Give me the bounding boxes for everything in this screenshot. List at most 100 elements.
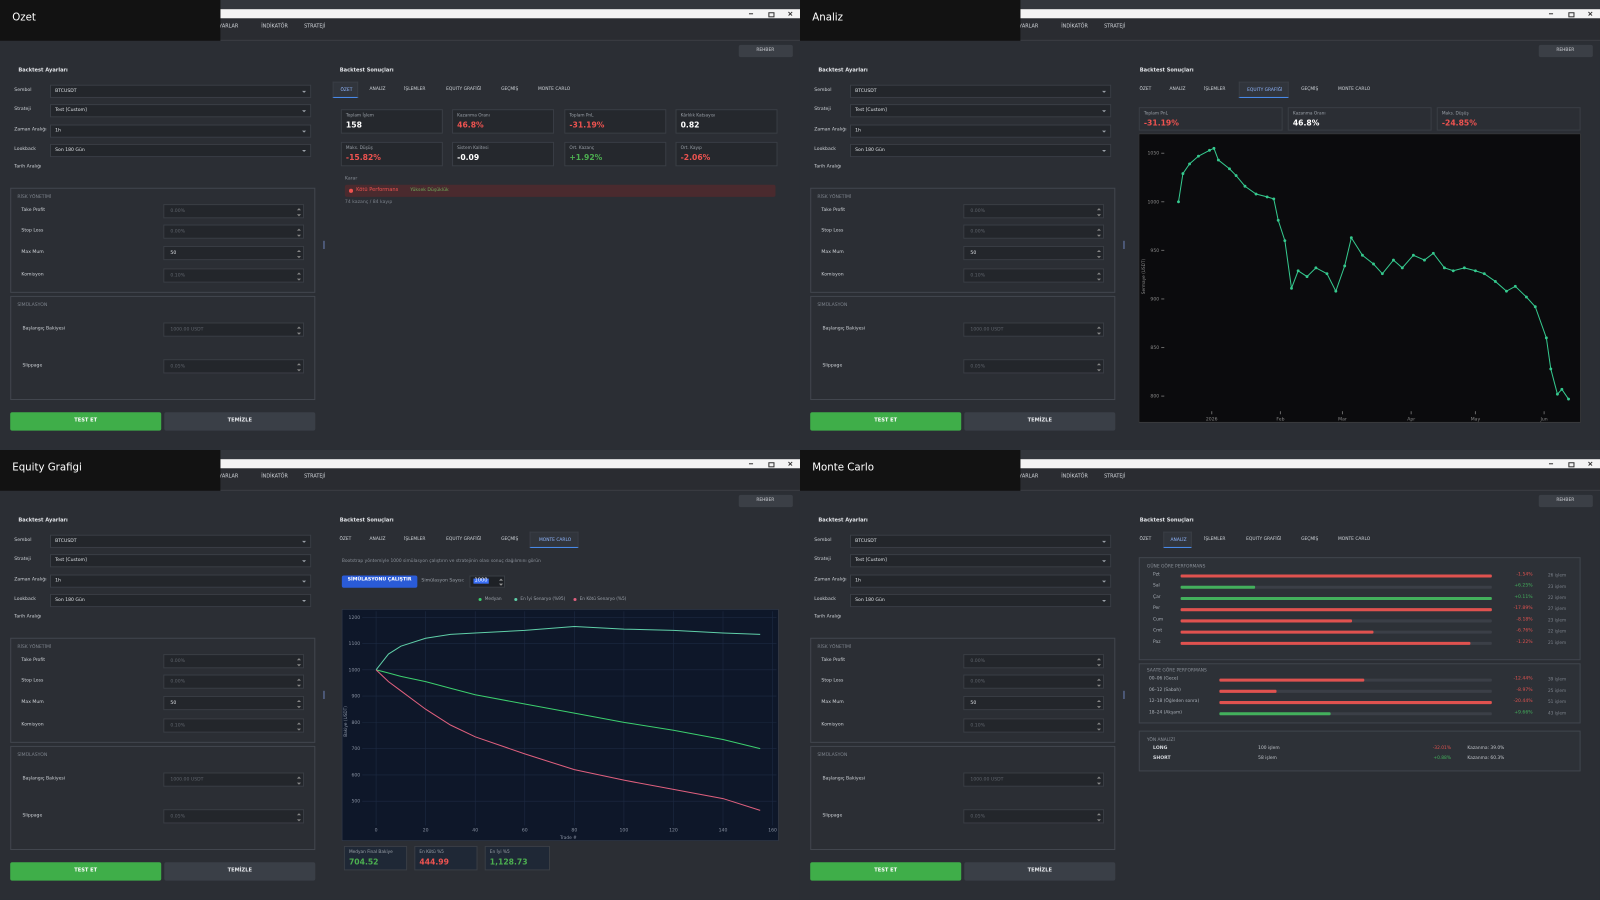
number-field[interactable]: 50 [163, 695, 305, 711]
field-value: 0.00% [170, 229, 185, 235]
result-tab[interactable]: ANALİZ [1163, 82, 1192, 98]
field-label: Tarih Aralığı [814, 163, 842, 169]
equity-point [1305, 275, 1309, 279]
result-tab[interactable]: GEÇMİŞ [1295, 532, 1325, 548]
result-tab[interactable]: MONTE CARLO [530, 82, 579, 98]
guide-button[interactable]: REHBER [738, 494, 793, 508]
result-tab[interactable]: ANALİZ [363, 82, 392, 98]
result-tab[interactable]: İŞLEMLER [397, 532, 433, 548]
select-field[interactable]: Son 180 Gün [849, 143, 1112, 158]
run-simulation-button[interactable]: SİMÜLASYONU ÇALIŞTIR [341, 575, 418, 588]
select-field[interactable]: 1h [849, 124, 1112, 138]
result-tab[interactable]: EQUITY GRAFİĞİ [1239, 532, 1289, 548]
minimize-icon [748, 13, 754, 15]
number-field[interactable]: 0.00% [963, 654, 1105, 669]
select-field[interactable]: Test [Custom] [49, 104, 312, 118]
field-label: Lookback [14, 596, 36, 602]
monte-carlo-chart: 500 600 700 800 900 1000 1100 1200 0 20 40 60 80 100 1… [341, 609, 779, 841]
number-field[interactable]: 0.10% [963, 268, 1105, 283]
test-button[interactable]: TEST ET [10, 862, 162, 881]
result-tab[interactable]: ÖZET [332, 81, 359, 98]
select-field[interactable]: BTCUSDT [49, 534, 312, 548]
result-tab[interactable]: ÖZET [1133, 82, 1159, 98]
guide-button[interactable]: REHBER [1538, 494, 1593, 508]
number-field[interactable]: 1000.00 USDT [963, 772, 1105, 787]
guide-button[interactable]: REHBER [1538, 44, 1593, 58]
result-tab[interactable]: EQUITY GRAFİĞİ [1238, 81, 1289, 98]
test-button[interactable]: TEST ET [810, 412, 962, 431]
test-button[interactable]: TEST ET [10, 412, 162, 431]
section-title: YÖN ANALİZİ [1146, 737, 1175, 743]
tab-label: MONTE CARLO [538, 537, 572, 543]
select-field[interactable]: Son 180 Gün [849, 593, 1112, 608]
clear-button[interactable]: TEMİZLE [164, 412, 316, 431]
number-field[interactable]: 0.05% [163, 809, 305, 824]
app-window: AYARLAR İNDİKATÖR STRATEJİ REHBER Backtest A… [0, 0, 800, 450]
result-tab[interactable]: EQUITY GRAFİĞİ [439, 532, 489, 548]
result-tab[interactable]: ÖZET [333, 532, 359, 548]
select-field[interactable]: Test [Custom] [49, 554, 312, 568]
select-field[interactable]: Son 180 Gün [49, 143, 312, 158]
result-tab[interactable]: ANALİZ [1163, 531, 1192, 548]
select-field[interactable]: BTCUSDT [849, 534, 1112, 548]
clear-button[interactable]: TEMİZLE [964, 862, 1116, 881]
number-field[interactable]: 1000.00 USDT [163, 772, 305, 787]
number-field[interactable]: 0.10% [163, 718, 305, 733]
select-field[interactable]: Test [Custom] [849, 554, 1112, 568]
result-tab[interactable]: ÖZET [1133, 532, 1159, 548]
number-field[interactable]: 0.00% [963, 224, 1105, 239]
number-field[interactable]: 0.05% [963, 809, 1105, 824]
number-field[interactable]: 1000.00 USDT [963, 322, 1105, 337]
number-field[interactable]: 0.00% [163, 674, 305, 689]
select-field[interactable]: BTCUSDT [849, 84, 1112, 98]
number-field[interactable]: 0.00% [163, 654, 305, 669]
number-field[interactable]: 0.10% [163, 268, 305, 283]
number-field[interactable]: 0.10% [963, 718, 1105, 733]
number-field[interactable]: 0.00% [163, 204, 305, 219]
result-tab[interactable]: ANALİZ [363, 532, 392, 548]
equity-point [1181, 172, 1185, 176]
clear-button[interactable]: TEMİZLE [164, 862, 316, 881]
select-field[interactable]: 1h [849, 574, 1112, 588]
select-field[interactable]: Test [Custom] [849, 104, 1112, 118]
test-button[interactable]: TEST ET [810, 862, 962, 881]
result-tab[interactable]: GEÇMİŞ [495, 532, 525, 548]
count-input[interactable]: 1000 [469, 575, 506, 588]
select-field[interactable]: 1h [49, 574, 312, 588]
number-field[interactable]: 0.00% [163, 224, 305, 239]
select-field[interactable]: 1h [49, 124, 312, 138]
number-field[interactable]: 50 [963, 695, 1105, 711]
section-title: GÜNE GÖRE PERFORMANS [1146, 563, 1206, 570]
number-field[interactable]: 1000.00 USDT [163, 322, 305, 337]
window-top [0, 450, 800, 460]
number-field[interactable]: 0.05% [163, 359, 305, 374]
number-field[interactable]: 0.00% [963, 204, 1105, 219]
result-tab[interactable]: İŞLEMLER [397, 82, 433, 98]
result-tab[interactable]: GEÇMİŞ [495, 82, 525, 98]
result-tab[interactable]: MONTE CARLO [529, 531, 579, 548]
result-tab[interactable]: İŞLEMLER [1197, 82, 1233, 98]
dropdown-arrow [296, 705, 302, 708]
result-tab[interactable]: GEÇMİŞ [1295, 82, 1325, 98]
equity-point [1212, 146, 1216, 150]
result-tab[interactable]: EQUITY GRAFİĞİ [439, 82, 489, 98]
number-field[interactable]: 50 [963, 245, 1105, 261]
spin-arrow [296, 721, 302, 724]
select-field[interactable]: BTCUSDT [49, 84, 312, 98]
select-field[interactable]: Son 180 Gün [49, 593, 312, 608]
field-label: Lookback [814, 146, 836, 152]
result-tab[interactable]: MONTE CARLO [1330, 82, 1379, 98]
result-tab[interactable]: İŞLEMLER [1197, 532, 1233, 548]
metric-value: -31.19% [1143, 118, 1179, 128]
direction-win: Kazanma: 39.0% [1467, 745, 1505, 751]
clear-button[interactable]: TEMİZLE [964, 412, 1116, 431]
number-field[interactable]: 50 [163, 245, 305, 261]
guide-button[interactable]: REHBER [738, 44, 793, 58]
field-value: Test [Custom] [55, 107, 87, 113]
result-tab[interactable]: MONTE CARLO [1330, 532, 1379, 548]
row-label: Cum [1153, 617, 1164, 623]
number-field[interactable]: 0.00% [963, 674, 1105, 689]
number-field[interactable]: 0.05% [963, 359, 1105, 374]
bar-fill [1219, 689, 1277, 693]
count-label: Simülasyon Sayısı: [421, 578, 465, 584]
